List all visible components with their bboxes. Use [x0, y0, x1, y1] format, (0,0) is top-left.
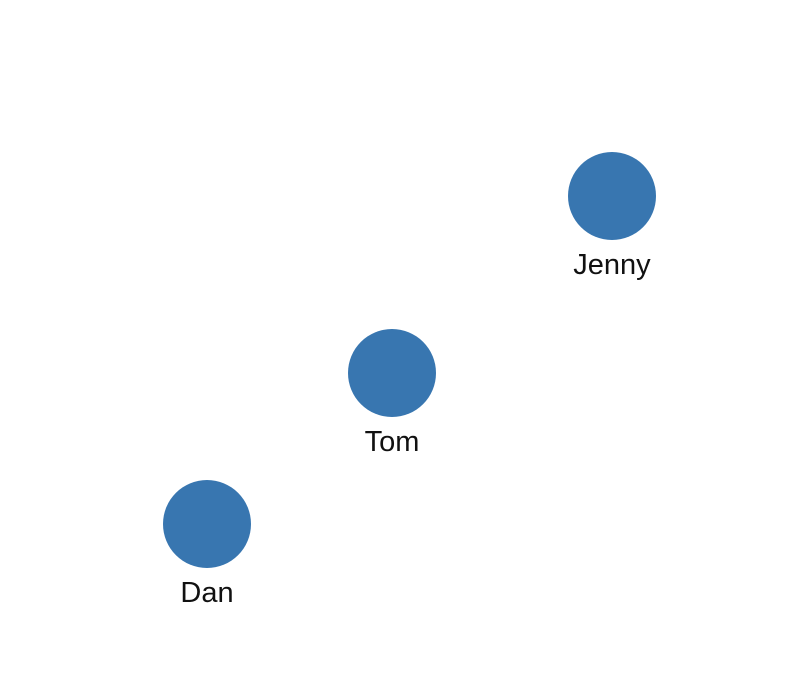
- node-tom[interactable]: Tom: [292, 329, 492, 469]
- node-circle[interactable]: [568, 152, 656, 240]
- node-circle[interactable]: [163, 480, 251, 568]
- node-dan[interactable]: Dan: [107, 480, 307, 620]
- node-label: Tom: [364, 426, 420, 458]
- node-circle[interactable]: [348, 329, 436, 417]
- node-label: Dan: [180, 577, 234, 609]
- node-label: Jenny: [573, 249, 651, 281]
- node-jenny[interactable]: Jenny: [512, 152, 712, 292]
